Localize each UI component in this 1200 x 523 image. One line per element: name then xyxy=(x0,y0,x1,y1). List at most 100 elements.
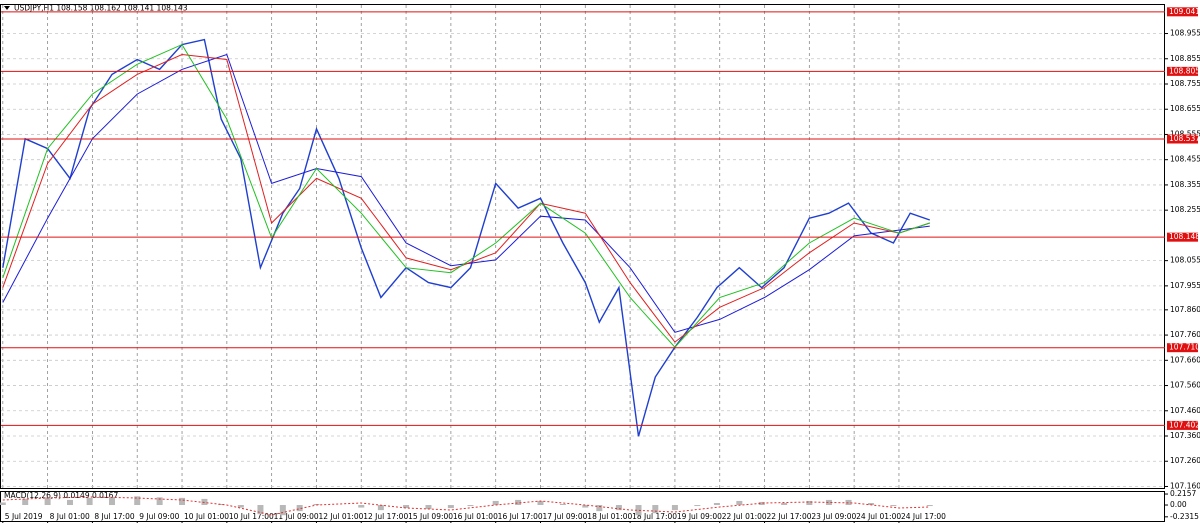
macd-bar xyxy=(867,502,874,506)
macd-bar xyxy=(22,498,29,506)
level-label-box xyxy=(1167,134,1198,144)
macd-bar xyxy=(296,505,303,512)
macd-bar xyxy=(358,505,365,508)
x-tick-label: 24 Jul 01:00 xyxy=(856,512,901,521)
x-tick-label: 16 Jul 01:00 xyxy=(453,512,498,521)
macd-bar xyxy=(825,499,832,506)
x-tick-label: 8 Jul 17:00 xyxy=(94,512,134,521)
macd-bar xyxy=(156,497,163,506)
y-tick-label: 107.260 xyxy=(1170,456,1200,465)
level-label-box xyxy=(1167,7,1198,17)
x-tick-label: 5 Jul 2019 xyxy=(5,512,43,521)
x-tick-label: 11 Jul 09:00 xyxy=(274,512,319,521)
macd-bar xyxy=(201,498,208,506)
x-tick-label: 22 Jul 01:00 xyxy=(722,512,767,521)
macd-bar xyxy=(781,502,788,506)
x-tick-label: 10 Jul 01:00 xyxy=(184,512,229,521)
price-line xyxy=(2,43,930,348)
x-tick-label: 18 Jul 17:00 xyxy=(632,512,677,521)
x-tick-label: 10 Jul 17:00 xyxy=(229,512,274,521)
macd-bar xyxy=(257,505,264,515)
symbol-header: USDJPY,H1 108.158 108.162 108.141 108.14… xyxy=(14,4,188,13)
level-label: 109.041 xyxy=(1169,7,1200,16)
y-tick-label: 108.855 xyxy=(1170,54,1200,63)
macd-bar xyxy=(0,502,6,506)
macd-bar xyxy=(134,496,141,506)
x-tick-label: 12 Jul 01:00 xyxy=(318,512,363,521)
x-tick-label: 23 Jul 09:00 xyxy=(811,512,856,521)
y-tick-label: 107.560 xyxy=(1170,381,1200,390)
macd-bar xyxy=(237,505,244,508)
level-label: 107.402 xyxy=(1169,420,1200,429)
y-tick-label: 108.555 xyxy=(1170,129,1200,138)
macd-bar xyxy=(86,497,93,506)
macd-bar xyxy=(447,505,454,509)
macd-bar xyxy=(218,504,225,506)
x-tick-label: 16 Jul 17:00 xyxy=(498,512,543,521)
macd-bar xyxy=(109,496,116,506)
macd-bar xyxy=(515,499,522,506)
main-frame xyxy=(0,4,1165,489)
macd-bar xyxy=(845,499,852,506)
macd-bar xyxy=(559,504,566,506)
macd-bar xyxy=(537,500,544,506)
macd-bar xyxy=(652,505,659,514)
x-tick-label: 24 Jul 17:00 xyxy=(901,512,946,521)
macd-bar xyxy=(713,502,720,506)
level-label-box xyxy=(1167,232,1198,242)
y-tick-label: 108.255 xyxy=(1170,205,1200,214)
macd-bar xyxy=(467,505,474,507)
macd-bar xyxy=(926,505,933,507)
y-tick-label: 107.360 xyxy=(1170,431,1200,440)
macd-bar xyxy=(492,500,499,506)
macd-bar xyxy=(596,505,603,512)
y-tick-label: 0.00 xyxy=(1170,500,1187,509)
level-label-box xyxy=(1167,420,1198,430)
y-tick-label: 108.055 xyxy=(1170,256,1200,265)
y-tick-label: 107.660 xyxy=(1170,355,1200,364)
level-label: 107.710 xyxy=(1169,343,1200,352)
level-label: 108.805 xyxy=(1169,66,1200,75)
macd-bar xyxy=(279,505,286,516)
macd-bar xyxy=(671,505,678,511)
x-tick-label: 12 Jul 17:00 xyxy=(363,512,408,521)
y-tick-label: 0.2157 xyxy=(1170,489,1196,498)
y-tick-label: 108.355 xyxy=(1170,180,1200,189)
macd-bar xyxy=(806,500,813,506)
x-tick-label: 15 Jul 09:00 xyxy=(408,512,453,521)
y-tick-label: 108.655 xyxy=(1170,104,1200,113)
macd-bar xyxy=(179,497,186,506)
y-tick-label: 108.455 xyxy=(1170,155,1200,164)
macd-bar xyxy=(890,505,897,507)
macd-bar xyxy=(758,501,765,506)
macd-header: MACD(12,26,9) 0.0149 0.0167 xyxy=(4,491,118,500)
x-tick-label: 19 Jul 09:00 xyxy=(677,512,722,521)
macd-bar xyxy=(403,505,410,509)
x-tick-label: 18 Jul 01:00 xyxy=(587,512,632,521)
macd-bar xyxy=(694,505,701,507)
x-tick-label: 8 Jul 01:00 xyxy=(50,512,90,521)
level-label-box xyxy=(1167,66,1198,76)
y-tick-label: 108.955 xyxy=(1170,29,1200,38)
macd-bar xyxy=(615,505,622,511)
level-label: 108.537 xyxy=(1169,134,1200,143)
macd-bar xyxy=(582,505,589,508)
level-label: 108.148 xyxy=(1169,232,1200,241)
x-tick-label: 22 Jul 17:00 xyxy=(767,512,812,521)
macd-bar xyxy=(635,505,642,516)
menu-arrow[interactable] xyxy=(4,6,10,10)
macd-frame xyxy=(0,491,1165,522)
price-line xyxy=(2,53,930,333)
y-tick-label: 107.160 xyxy=(1170,481,1200,490)
macd-bar xyxy=(736,500,743,506)
y-tick-label: 107.860 xyxy=(1170,305,1200,314)
x-tick-label: 17 Jul 09:00 xyxy=(542,512,587,521)
macd-bar xyxy=(67,499,74,506)
y-tick-label: 107.955 xyxy=(1170,281,1200,290)
y-tick-label: 107.460 xyxy=(1170,406,1200,415)
y-tick-label: -0.2315 xyxy=(1170,512,1199,521)
macd-bar xyxy=(44,497,51,506)
